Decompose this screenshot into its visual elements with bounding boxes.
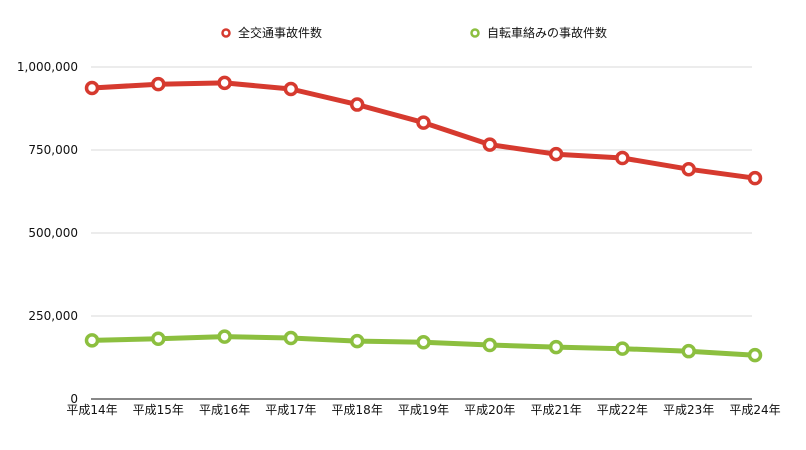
y-tick-label: 1,000,000 [17, 60, 78, 74]
y-tick-label: 0 [70, 392, 78, 406]
data-point-series-0 [548, 146, 564, 162]
data-point-series-0 [681, 161, 696, 177]
data-point-series-0 [349, 97, 365, 112]
legend: 全交通事故件数 自転車絡みの事故件数 [221, 25, 607, 40]
legend-marker-bicycle-accidents [470, 28, 480, 38]
data-point-series-1 [217, 329, 232, 344]
legend-label-all-accidents: 全交通事故件数 [238, 25, 322, 40]
legend-marker-all-accidents [221, 28, 231, 38]
series-lines [84, 75, 763, 363]
data-point-series-0 [747, 170, 763, 186]
data-point-series-1 [747, 347, 763, 363]
y-tick-label: 750,000 [28, 143, 78, 157]
data-point-series-0 [84, 80, 100, 96]
x-tick-label: 平成17年 [265, 403, 316, 417]
x-tick-label: 平成19年 [398, 403, 449, 417]
x-tick-label: 平成21年 [530, 403, 581, 417]
data-point-series-1 [151, 331, 166, 346]
data-point-series-1 [283, 330, 299, 346]
x-tick-label: 平成16年 [199, 403, 250, 417]
data-point-series-1 [349, 333, 365, 349]
legend-label-bicycle-accidents: 自転車絡みの事故件数 [487, 25, 607, 40]
data-point-series-1 [615, 341, 630, 356]
data-point-series-1 [548, 339, 564, 355]
x-tick-label: 平成23年 [663, 403, 714, 417]
gridlines [91, 66, 752, 400]
data-point-series-0 [283, 81, 299, 97]
data-point-series-0 [482, 137, 498, 152]
data-point-series-1 [84, 333, 100, 348]
data-point-series-0 [151, 76, 166, 92]
x-tick-label: 平成15年 [133, 403, 184, 417]
y-axis-ticks: 0 250,000 500,000 750,000 1,000,000 [17, 60, 78, 406]
y-tick-label: 500,000 [28, 226, 78, 240]
data-point-series-0 [615, 150, 630, 166]
x-axis-ticks: 平成14年 平成15年 平成16年 平成17年 平成18年 平成19年 平成20年 平成21年… [66, 403, 780, 417]
data-point-series-1 [681, 343, 696, 359]
data-point-series-0 [217, 75, 232, 91]
x-tick-label: 平成18年 [332, 403, 383, 417]
data-point-series-1 [416, 334, 431, 350]
x-tick-label: 平成14年 [66, 403, 117, 417]
x-tick-label: 平成20年 [464, 403, 515, 417]
x-tick-label: 平成22年 [597, 403, 648, 417]
y-tick-label: 250,000 [28, 309, 78, 323]
x-tick-label: 平成24年 [729, 403, 780, 417]
data-point-series-1 [482, 337, 498, 353]
series-line-0 [89, 80, 758, 181]
data-point-series-0 [416, 115, 431, 130]
